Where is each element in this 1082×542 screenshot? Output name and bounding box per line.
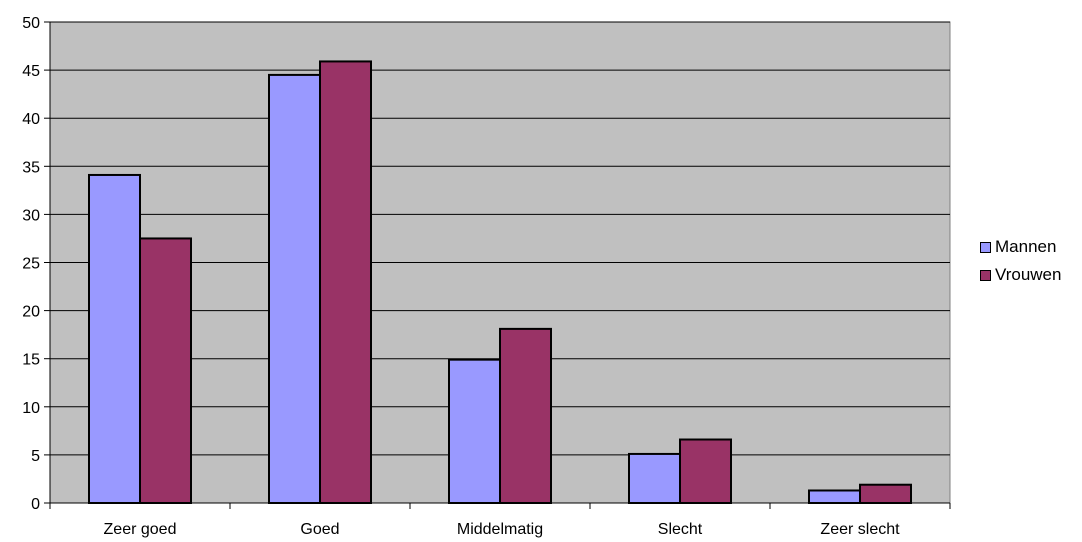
bar-vrouwen-1 bbox=[319, 60, 372, 505]
bar-mannen-2 bbox=[448, 358, 501, 504]
y-tick-label: 10 bbox=[22, 400, 40, 417]
y-tick-label: 20 bbox=[22, 304, 40, 321]
x-tick-label: Zeer goed bbox=[104, 521, 177, 538]
x-tick-label: Goed bbox=[300, 521, 339, 538]
bar-vrouwen-3 bbox=[679, 438, 732, 504]
legend-item-mannen: Mannen bbox=[980, 233, 1061, 261]
legend-swatch-vrouwen bbox=[980, 269, 991, 281]
y-tick-label: 30 bbox=[22, 207, 40, 224]
y-tick-label: 15 bbox=[22, 352, 40, 369]
bar-vrouwen-4 bbox=[859, 483, 912, 504]
bar-mannen-1 bbox=[268, 73, 321, 504]
legend: Mannen Vrouwen bbox=[980, 233, 1061, 289]
bar-vrouwen-2 bbox=[499, 327, 552, 504]
axes bbox=[44, 21, 951, 509]
y-tick-label: 5 bbox=[31, 448, 40, 465]
y-tick-label: 45 bbox=[22, 63, 40, 80]
y-tick-label: 50 bbox=[22, 15, 40, 32]
bar-vrouwen-0 bbox=[139, 237, 192, 504]
y-tick-label: 0 bbox=[31, 496, 40, 513]
bar-mannen-0 bbox=[88, 173, 141, 504]
gridlines bbox=[50, 21, 950, 456]
legend-label-mannen: Mannen bbox=[995, 237, 1057, 256]
x-tick-label: Middelmatig bbox=[457, 521, 543, 538]
y-tick-label: 40 bbox=[22, 111, 40, 128]
bar-mannen-3 bbox=[628, 452, 681, 504]
legend-label-vrouwen: Vrouwen bbox=[995, 265, 1062, 284]
y-tick-label: 25 bbox=[22, 256, 40, 273]
legend-item-vrouwen: Vrouwen bbox=[980, 261, 1061, 289]
x-tick-label: Zeer slecht bbox=[820, 521, 900, 538]
x-tick-label: Slecht bbox=[658, 521, 703, 538]
legend-swatch-mannen bbox=[980, 241, 991, 253]
x-tick-labels: Zeer goed Goed Middelmatig Slecht Zeer slech… bbox=[104, 521, 901, 538]
y-tick-labels: 0 5 10 15 20 25 30 35 40 45 50 bbox=[22, 15, 40, 513]
bar-mannen-4 bbox=[808, 489, 861, 504]
y-tick-label: 35 bbox=[22, 159, 40, 176]
